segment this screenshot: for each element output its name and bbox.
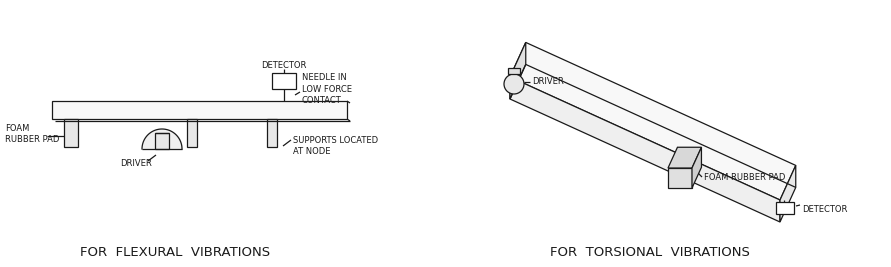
Bar [267, 119, 277, 147]
Text: SUPPORTS LOCATED
AT NODE: SUPPORTS LOCATED AT NODE [293, 136, 378, 156]
Polygon shape [510, 42, 526, 99]
Polygon shape [780, 166, 796, 222]
Bar [155, 133, 169, 149]
Circle shape [504, 74, 524, 94]
Text: NEEDLE IN
LOW FORCE
CONTACT: NEEDLE IN LOW FORCE CONTACT [302, 73, 352, 105]
Text: DETECTOR: DETECTOR [802, 206, 847, 214]
Text: DRIVER: DRIVER [532, 77, 564, 87]
Bar [508, 68, 520, 74]
Text: DETECTOR: DETECTOR [261, 61, 307, 69]
Text: DRIVER: DRIVER [120, 159, 151, 167]
Bar [272, 73, 296, 89]
Polygon shape [668, 147, 701, 168]
Polygon shape [668, 168, 692, 188]
Text: FOAM
RUBBER PAD: FOAM RUBBER PAD [5, 124, 60, 144]
Polygon shape [510, 77, 780, 222]
Bar [64, 119, 78, 147]
Bar [52, 101, 347, 119]
Text: FOR  FLEXURAL  VIBRATIONS: FOR FLEXURAL VIBRATIONS [80, 246, 270, 260]
Bar [776, 202, 794, 214]
Text: FOAM RUBBER PAD: FOAM RUBBER PAD [704, 172, 785, 182]
Bar [187, 119, 197, 147]
Polygon shape [692, 147, 701, 188]
Text: FOR  TORSIONAL  VIBRATIONS: FOR TORSIONAL VIBRATIONS [550, 246, 750, 260]
Polygon shape [510, 42, 796, 200]
